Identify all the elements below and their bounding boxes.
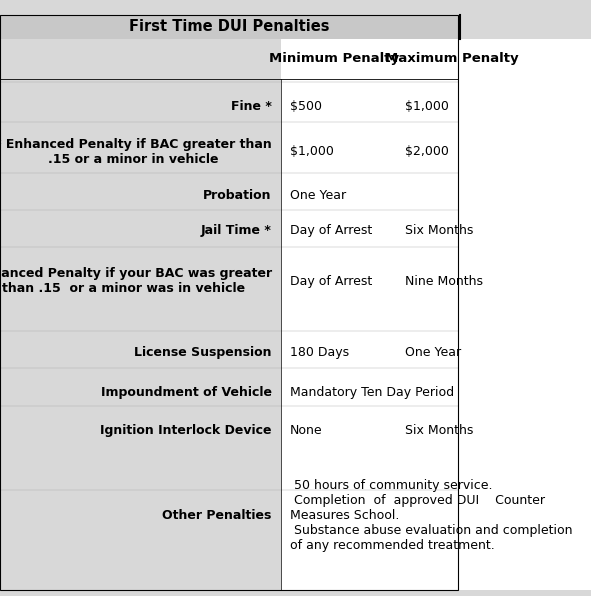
Text: $1,000: $1,000 bbox=[290, 145, 333, 159]
Text: Probation: Probation bbox=[203, 189, 272, 202]
Text: One Year: One Year bbox=[290, 189, 346, 202]
Text: Impoundment of Vehicle: Impoundment of Vehicle bbox=[101, 386, 272, 399]
Text: Six Months: Six Months bbox=[405, 224, 473, 237]
Text: None: None bbox=[290, 424, 322, 437]
Text: First Time DUI Penalties: First Time DUI Penalties bbox=[129, 19, 329, 35]
Text: 180 Days: 180 Days bbox=[290, 346, 349, 359]
Text: $2,000: $2,000 bbox=[405, 145, 449, 159]
Text: Jail Time *: Jail Time * bbox=[201, 224, 272, 237]
Text: 50 hours of community service.
 Completion  of  approved DUI    Counter
Measures: 50 hours of community service. Completio… bbox=[290, 479, 572, 552]
Text: License Suspension: License Suspension bbox=[134, 346, 272, 359]
Text: Day of Arrest: Day of Arrest bbox=[290, 275, 372, 288]
Text: Six Months: Six Months bbox=[405, 424, 473, 437]
Bar bbox=[0, 15, 458, 39]
Text: Other Penalties: Other Penalties bbox=[163, 509, 272, 522]
Bar bbox=[0, 15, 458, 590]
Text: $1,000: $1,000 bbox=[405, 100, 449, 113]
Text: $500: $500 bbox=[290, 100, 322, 113]
Text: * Enhanced Penalty if BAC greater than
.15 or a minor in vehicle: * Enhanced Penalty if BAC greater than .… bbox=[0, 138, 272, 166]
Text: Day of Arrest: Day of Arrest bbox=[290, 224, 372, 237]
Text: One Year: One Year bbox=[405, 346, 461, 359]
Text: Nine Months: Nine Months bbox=[405, 275, 483, 288]
Text: Mandatory Ten Day Period: Mandatory Ten Day Period bbox=[290, 386, 454, 399]
Bar bbox=[281, 39, 591, 590]
Text: Fine *: Fine * bbox=[231, 100, 272, 113]
Text: Enhanced Penalty if your BAC was greater
than .15  or a minor was in vehicle: Enhanced Penalty if your BAC was greater… bbox=[0, 268, 272, 295]
Text: Minimum Penalty: Minimum Penalty bbox=[269, 52, 399, 65]
Text: Maximum Penalty: Maximum Penalty bbox=[385, 52, 519, 65]
Text: Ignition Interlock Device: Ignition Interlock Device bbox=[100, 424, 272, 437]
